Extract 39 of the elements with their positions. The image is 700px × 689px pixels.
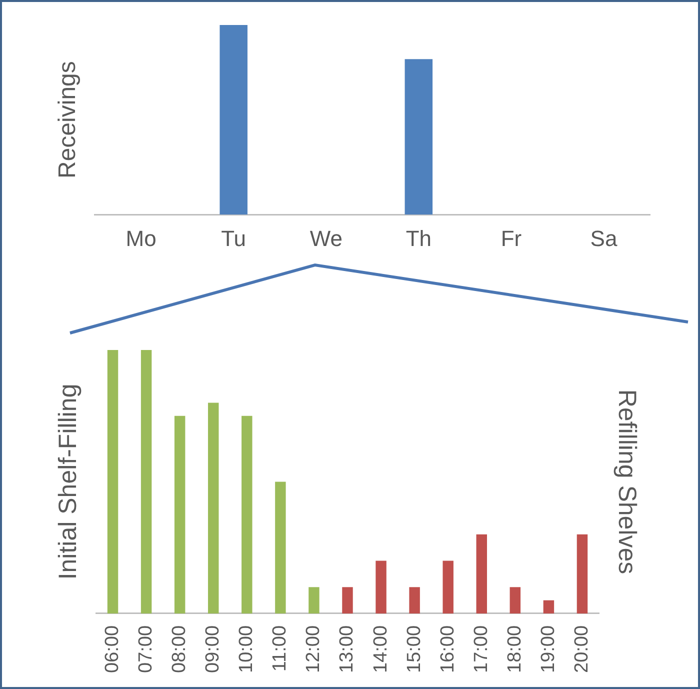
- bar: [242, 416, 252, 614]
- y2-axis-title: Refilling Shelves: [613, 389, 642, 574]
- x-tick-label: 08:00: [169, 625, 190, 673]
- x-tick-label: 20:00: [571, 625, 592, 673]
- y-axis-title: Initial Shelf-Filling: [54, 384, 82, 580]
- x-tick-label: 09:00: [202, 625, 224, 673]
- x-tick-label: Mo: [126, 226, 156, 251]
- x-tick-label: 11:00: [270, 625, 291, 672]
- x-tick-label: 14:00: [370, 625, 392, 673]
- bar: [342, 587, 353, 614]
- x-tick-label: 16:00: [437, 625, 458, 673]
- x-tick-label: Th: [406, 226, 432, 251]
- x-tick-label: 12:00: [303, 625, 324, 673]
- x-tick-label: Tu: [221, 226, 246, 251]
- x-tick-label: 19:00: [538, 625, 559, 673]
- x-tick-label: 06:00: [102, 625, 123, 673]
- bar: [510, 587, 521, 614]
- bar: [376, 560, 386, 614]
- x-tick-label: 15:00: [404, 625, 425, 673]
- x-tick-label: 18:00: [504, 625, 526, 673]
- x-tick-label: 13:00: [336, 625, 358, 673]
- x-tick-label: We: [310, 226, 342, 251]
- bar: [543, 600, 554, 614]
- bar: [442, 560, 454, 614]
- bar: [308, 587, 320, 614]
- bar: [476, 534, 487, 614]
- bar: [208, 402, 219, 614]
- bar: [409, 587, 420, 614]
- x-tick-label: Sa: [590, 226, 618, 251]
- y-axis-title: Receivings: [54, 61, 82, 178]
- bar: [140, 350, 152, 614]
- x-tick-label: 10:00: [236, 625, 258, 673]
- bar: [174, 416, 186, 614]
- bar: [576, 534, 588, 614]
- bar: [107, 350, 118, 614]
- bar: [275, 482, 286, 614]
- x-tick-label: 17:00: [470, 625, 492, 673]
- x-tick-label: Fr: [500, 226, 522, 251]
- x-tick-label: 07:00: [136, 625, 157, 673]
